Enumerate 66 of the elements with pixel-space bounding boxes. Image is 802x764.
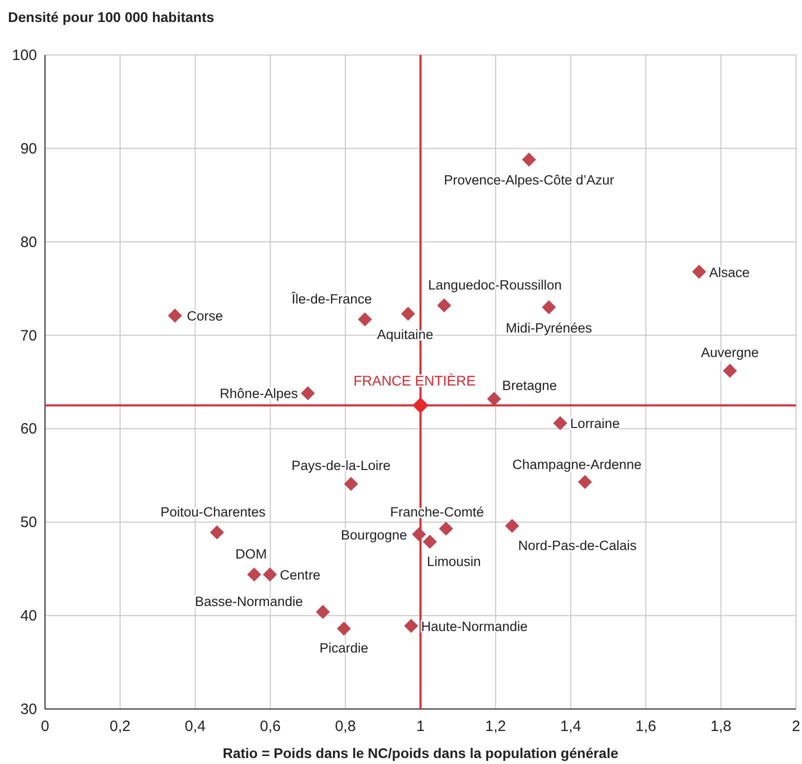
annotation: Pays-de-la-Loire xyxy=(292,458,391,473)
x-tick-label: 0,6 xyxy=(260,718,281,735)
annotation: DOM xyxy=(235,546,267,562)
x-tick-label: 0,2 xyxy=(110,718,131,735)
annotation: Île-de-France xyxy=(290,291,372,306)
point xyxy=(505,518,520,533)
point xyxy=(300,386,315,400)
x-axis-title: Ratio = Poids dans le NC/poids dans la population générale xyxy=(222,745,618,761)
point xyxy=(401,306,416,321)
point xyxy=(437,298,452,312)
annotation: Poitou-Charentes xyxy=(160,504,266,520)
annotation: Bourgogne xyxy=(340,527,407,542)
annotation: Midi-Pyrénées xyxy=(506,320,592,336)
annotation: Auvergne xyxy=(701,344,759,360)
y-tick-label: 90 xyxy=(20,140,37,158)
point xyxy=(522,152,536,167)
annotation: Provence-Alpes-Côte d’Azur xyxy=(444,172,615,188)
point xyxy=(210,525,224,540)
y-tick-label: 40 xyxy=(20,608,37,625)
y-tick-label: 70 xyxy=(20,327,37,344)
point xyxy=(168,308,182,323)
point xyxy=(316,604,330,619)
x-tick-label: 2 xyxy=(792,718,800,735)
annotation: Nord-Pas-de-Calais xyxy=(518,538,637,553)
point xyxy=(336,622,351,636)
y-tick-label: 60 xyxy=(20,420,37,438)
annotation: Centre xyxy=(280,567,320,582)
y-tick-label: 50 xyxy=(20,514,37,532)
point xyxy=(422,534,437,549)
annotation: Champagne-Ardenne xyxy=(512,456,642,472)
point xyxy=(358,312,372,326)
x-tick-label: 1,6 xyxy=(635,718,656,735)
point xyxy=(412,527,426,542)
y-tick-label: 100 xyxy=(12,47,37,64)
point xyxy=(553,416,568,430)
annotation: Languedoc-Roussillon xyxy=(428,277,562,292)
annotation: Bretagne xyxy=(502,378,557,393)
annotation: Lorraine xyxy=(570,416,620,432)
point xyxy=(404,618,418,633)
point xyxy=(344,476,358,491)
x-tick-label: 1 xyxy=(416,718,425,735)
x-tick-label: 0,4 xyxy=(184,718,206,735)
annotation: Alsace xyxy=(709,264,750,280)
point xyxy=(542,300,556,314)
point xyxy=(262,567,277,582)
y-tick-label: 30 xyxy=(20,701,37,718)
x-tick-label: 1,2 xyxy=(485,718,506,735)
annotation: Limousin xyxy=(426,554,481,569)
annotation: Basse-Normandie xyxy=(194,594,303,609)
x-tick-label: 1,4 xyxy=(560,718,582,735)
annotation: Picardie xyxy=(320,640,368,656)
x-tick-label: 1,8 xyxy=(710,718,732,735)
point xyxy=(412,397,428,414)
x-tick-label: 0,8 xyxy=(334,718,356,735)
point xyxy=(247,567,262,582)
point xyxy=(439,522,454,536)
point xyxy=(692,264,706,279)
y-tick-label: 80 xyxy=(20,234,37,251)
point xyxy=(487,392,502,406)
annotation: Haute-Normandie xyxy=(421,618,528,634)
x-tick-label: 0 xyxy=(40,718,50,735)
point xyxy=(578,474,592,489)
annotation: Corse xyxy=(186,308,223,324)
point xyxy=(722,364,737,378)
y-axis-title: Densité pour 100 000 habitants xyxy=(8,9,214,25)
annotation: Rhône-Alpes xyxy=(220,386,298,402)
